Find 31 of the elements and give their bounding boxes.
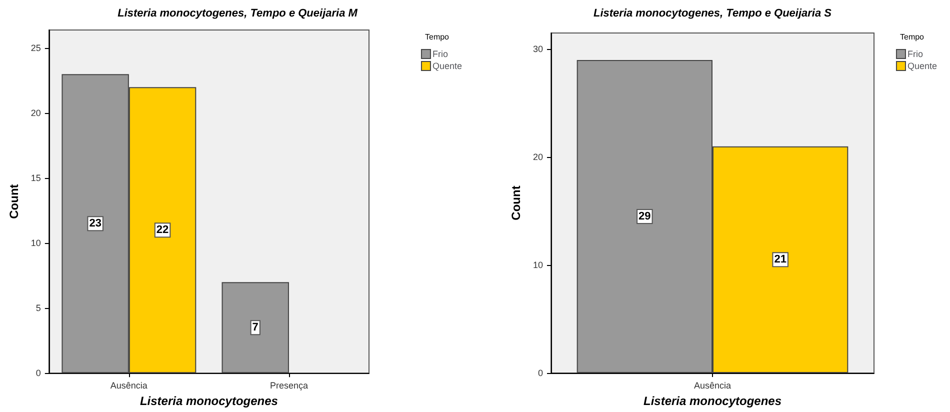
y-tick-label: 10 bbox=[30, 238, 41, 248]
y-tick-label: 15 bbox=[30, 173, 41, 184]
legend-label: Frio bbox=[432, 49, 448, 59]
y-tick-label: 25 bbox=[30, 43, 41, 54]
bar bbox=[222, 282, 289, 374]
x-tick-label: Presença bbox=[270, 380, 308, 391]
y-tick-label: 0 bbox=[538, 368, 543, 378]
x-tick-label: Ausência bbox=[110, 380, 148, 391]
legend-label: Quente bbox=[907, 61, 938, 71]
data-label: 29 bbox=[638, 210, 651, 222]
legend-title: Tempo bbox=[900, 32, 925, 42]
y-tick-label: 10 bbox=[532, 260, 543, 270]
x-axis-title: Listeria monocytogenes bbox=[140, 394, 278, 408]
y-axis-title: Count bbox=[7, 184, 21, 219]
data-label: 22 bbox=[156, 224, 169, 236]
data-label: 23 bbox=[89, 218, 102, 230]
y-tick-label: 20 bbox=[532, 152, 543, 162]
x-tick-label: Ausência bbox=[694, 380, 732, 390]
x-axis-title: Listeria monocytogenes bbox=[643, 394, 782, 408]
y-tick-label: 0 bbox=[36, 368, 41, 378]
data-label: 7 bbox=[252, 322, 258, 334]
data-label: 21 bbox=[774, 254, 786, 266]
legend-label: Frio bbox=[907, 49, 923, 59]
y-tick-label: 5 bbox=[36, 303, 41, 314]
y-axis-title: Count bbox=[509, 186, 524, 220]
y-tick-label: 20 bbox=[30, 108, 41, 118]
legend-title: Tempo bbox=[424, 32, 450, 42]
chart-title: Listeria monocytogenes, Tempo e Queijaria S bbox=[594, 8, 832, 20]
legend-label: Quente bbox=[432, 61, 462, 71]
y-tick-label: 30 bbox=[532, 44, 543, 54]
chart-title: Listeria monocytogenes, Tempo e Queijaria M bbox=[118, 8, 358, 20]
